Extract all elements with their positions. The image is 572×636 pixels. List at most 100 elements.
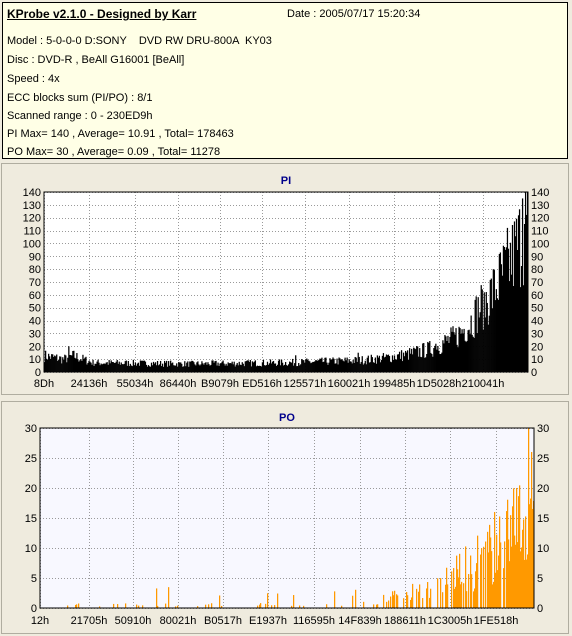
pi-bar [71, 355, 73, 372]
pi-bar [486, 302, 488, 372]
pi-bar [178, 362, 180, 372]
pi-bar [129, 363, 131, 372]
pi-bar [275, 365, 278, 372]
po-summary-line: PO Max= 30 , Average= 0.09 , Total= 1127… [7, 146, 221, 158]
po-bar [506, 511, 508, 608]
pi-bar [185, 366, 187, 372]
pi-bar [460, 333, 462, 372]
pi-bar [47, 359, 49, 372]
po-bar [396, 594, 398, 608]
pi-bar [497, 299, 500, 372]
pi-bar [292, 358, 294, 372]
po-bar [445, 584, 447, 608]
pi-bar [351, 363, 353, 372]
pi-bar [355, 357, 357, 372]
pi-bar [69, 354, 71, 372]
pi-bar [79, 360, 81, 372]
po-bar [513, 488, 515, 608]
po-bar [260, 603, 262, 608]
pi-bar [315, 360, 317, 372]
pi-y-tick-left: 70 [29, 277, 41, 289]
pi-bar [400, 350, 403, 372]
po-bar [489, 524, 491, 608]
pi-bar [304, 362, 306, 372]
pi-x-tick: B9079h [201, 378, 239, 390]
pi-bar [137, 362, 140, 372]
po-y-tick-left: 5 [31, 573, 37, 585]
po-x-tick: 12h [31, 615, 49, 627]
po-bar [512, 506, 514, 608]
pi-bar [147, 365, 150, 372]
pi-bar [383, 357, 386, 372]
pi-bar [66, 362, 68, 372]
pi-bar [294, 363, 296, 372]
pi-bar [241, 362, 243, 372]
pi-bar [449, 336, 451, 372]
pi-bar [248, 361, 250, 372]
pi-bar [347, 362, 349, 372]
pi-bar [208, 364, 210, 372]
po-bar [504, 541, 506, 608]
po-bar [427, 582, 429, 608]
pi-bar [352, 359, 354, 372]
po-bar [411, 597, 413, 608]
pi-bar [473, 337, 475, 372]
po-y-tick-left: 20 [25, 483, 37, 495]
pi-bar [102, 363, 104, 372]
pi-bar [381, 355, 384, 372]
po-bar [497, 570, 499, 608]
po-y-tick-left: 25 [25, 453, 37, 465]
pi-bar [121, 364, 123, 372]
pi-bar [176, 363, 178, 372]
pi-bar [217, 362, 219, 372]
pi-y-tick-left: 130 [23, 200, 41, 212]
pi-bar [516, 250, 519, 372]
pi-bar [177, 366, 179, 372]
pi-bar [168, 361, 170, 372]
pi-bar [522, 285, 525, 372]
pi-bar [223, 363, 225, 372]
pi-bar [192, 360, 194, 372]
pi-bar [368, 362, 370, 372]
pi-bar [329, 358, 331, 372]
po-bar [480, 554, 482, 608]
pi-bar [55, 356, 57, 372]
pi-bar [150, 362, 153, 372]
pi-bar [331, 359, 333, 372]
po-bar [259, 604, 261, 608]
pi-bar [119, 364, 121, 372]
pi-bar [451, 331, 453, 372]
pi-bar [278, 359, 281, 372]
pi-bar [290, 362, 292, 372]
pi-y-tick-right: 50 [531, 303, 543, 315]
pi-bar [492, 269, 494, 372]
pi-x-tick: ED516h [242, 378, 282, 390]
po-x-tick: E1937h [249, 615, 287, 627]
pi-bar [196, 362, 198, 372]
pi-bar [163, 360, 166, 372]
po-bar [490, 537, 492, 608]
pi-x-tick: 210041h [462, 378, 505, 390]
pi-bar [311, 362, 313, 372]
pi-bar [511, 224, 514, 372]
po-bar [205, 604, 207, 608]
pi-bar [103, 363, 105, 372]
pi-bar [482, 329, 484, 372]
pi-bar [170, 360, 172, 372]
pi-bar [380, 360, 383, 372]
po-bar [527, 554, 529, 608]
pi-bar [384, 356, 387, 372]
pi-bar [520, 266, 523, 372]
pi-bar [423, 343, 425, 372]
pi-bar [442, 340, 444, 372]
po-bar [510, 515, 512, 608]
pi-bar [124, 361, 126, 372]
pi-bar [471, 334, 473, 372]
disc-line: Disc : DVD-R , BeAll G16001 [BeAll] [7, 54, 185, 66]
pi-bar [358, 356, 360, 372]
pi-bar [373, 362, 375, 372]
pi-bar [403, 356, 406, 372]
po-bar [416, 588, 418, 608]
pi-y-tick-right: 110 [531, 226, 549, 238]
pi-bar [45, 350, 47, 372]
